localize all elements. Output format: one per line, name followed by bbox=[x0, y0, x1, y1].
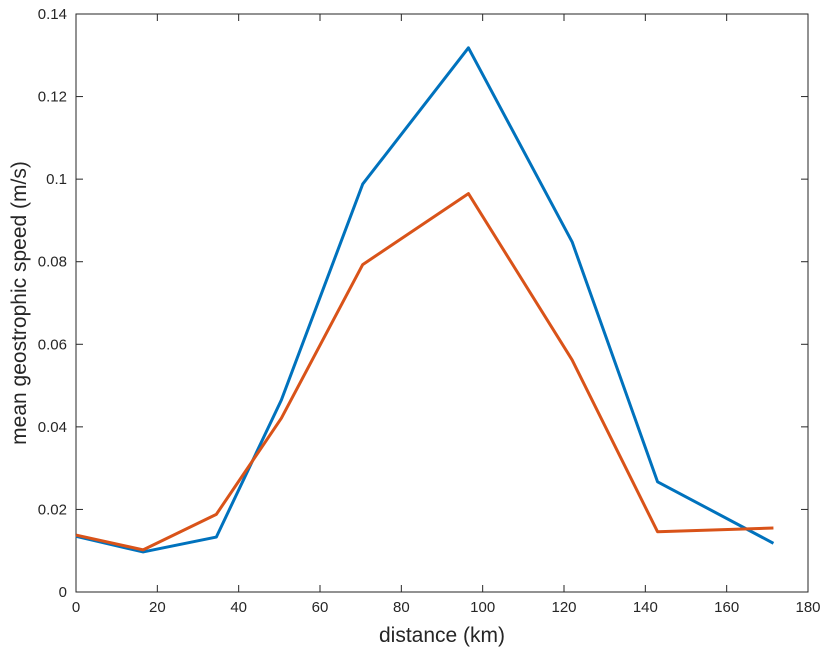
plot-box bbox=[75, 13, 809, 593]
x-tick-label: 180 bbox=[795, 599, 820, 616]
x-tick-label: 20 bbox=[149, 599, 166, 616]
axis-ticks bbox=[75, 13, 809, 593]
x-tick-label: 40 bbox=[230, 599, 247, 616]
x-tick-label: 120 bbox=[551, 599, 576, 616]
y-tick-label: 0.08 bbox=[38, 254, 67, 271]
y-axis-label: mean geostrophic speed (m/s) bbox=[8, 161, 31, 445]
y-tick-label: 0 bbox=[59, 584, 67, 601]
series-lines bbox=[75, 46, 775, 554]
y-tick-label: 0.06 bbox=[38, 336, 67, 353]
y-tick-label: 0.1 bbox=[46, 171, 67, 188]
series-line-2 bbox=[75, 192, 774, 552]
y-tick-labels: 0 0.02 0.04 0.06 0.08 0.1 0.12 0.14 bbox=[38, 6, 67, 601]
x-tick-label: 100 bbox=[470, 599, 495, 616]
y-tick-label: 0.12 bbox=[38, 89, 67, 106]
y-tick-label: 0.14 bbox=[38, 6, 67, 23]
x-axis-label: distance (km) bbox=[379, 624, 505, 647]
x-tick-label: 80 bbox=[393, 599, 410, 616]
plot-frame bbox=[75, 13, 809, 593]
x-tick-label: 140 bbox=[633, 599, 658, 616]
x-tick-labels: 0 20 40 60 80 100 120 140 160 180 bbox=[72, 599, 821, 616]
x-tick-label: 60 bbox=[312, 599, 329, 616]
y-tick-label: 0.04 bbox=[38, 419, 67, 436]
x-tick-label: 0 bbox=[72, 599, 80, 616]
x-tick-label: 160 bbox=[714, 599, 739, 616]
series-line-1 bbox=[75, 46, 775, 554]
y-tick-label: 0.02 bbox=[38, 501, 67, 518]
